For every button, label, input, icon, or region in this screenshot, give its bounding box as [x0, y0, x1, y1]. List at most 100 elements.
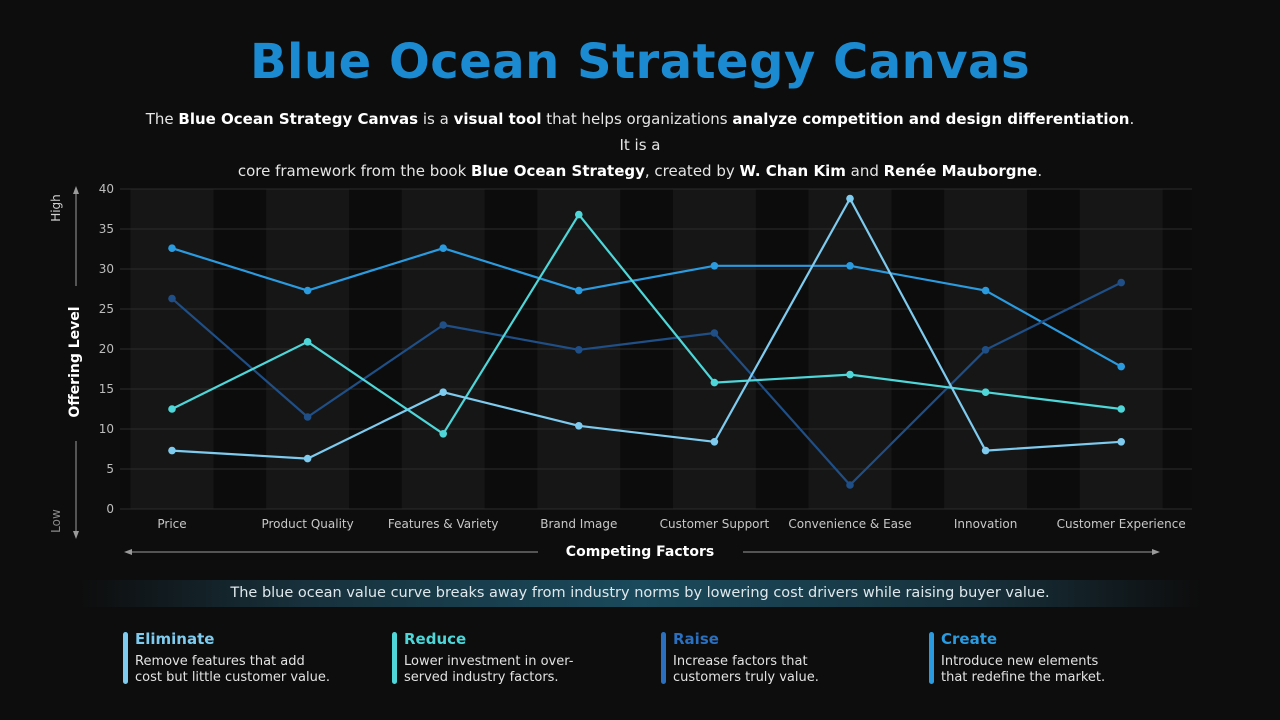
y-tick-label: 30: [99, 262, 114, 276]
intro-line-1: The Blue Ocean Strategy Canvas is a visu…: [140, 106, 1140, 158]
x-tick-label: Customer Experience: [1057, 517, 1186, 531]
y-tick-label: 10: [99, 422, 114, 436]
errc-desc: Lower investment in over-served industry…: [404, 654, 632, 686]
errc-title: Create: [941, 630, 998, 648]
y-tick-label: 25: [99, 302, 114, 316]
data-point: [1117, 438, 1125, 446]
errc-desc: Increase factors that customers truly val…: [673, 654, 901, 686]
x-tick-label: Product Quality: [261, 517, 353, 531]
intro-bold-span: Blue Ocean Strategy: [471, 162, 645, 180]
arrow-down-icon: [73, 531, 79, 539]
errc-desc-line: Remove features that add: [135, 654, 305, 669]
errc-desc-line: that redefine the market.: [941, 670, 1106, 685]
data-point: [575, 346, 583, 354]
data-point: [575, 422, 583, 430]
series-line: [168, 210, 1125, 438]
intro-text: The Blue Ocean Strategy Canvas is a visu…: [140, 106, 1140, 184]
data-point: [303, 286, 312, 295]
x-tick-label: Brand Image: [540, 517, 617, 531]
y-low-label: Low: [49, 509, 63, 533]
errc-title: Raise: [673, 630, 719, 648]
data-point: [168, 244, 176, 252]
series-line: [168, 244, 1125, 371]
x-tick-label: Price: [157, 517, 186, 531]
y-tick-label: 15: [99, 382, 114, 396]
errc-raise: Raise Increase factors that customers tru…: [661, 630, 901, 686]
data-point: [710, 329, 719, 337]
errc-create: Create Introduce new elements that redefi…: [929, 630, 1169, 686]
x-tick-label: Innovation: [954, 517, 1018, 531]
data-point: [846, 481, 854, 489]
errc-desc-line: Increase factors that: [673, 654, 808, 669]
x-axis-annotation: Competing Factors: [124, 544, 1160, 560]
data-point: [303, 338, 312, 346]
data-point: [575, 286, 583, 295]
gridlines: [120, 188, 1192, 510]
y-axis-ticks: 0 5 10 15 20 25 30 35 40: [99, 182, 114, 516]
y-high-label: High: [49, 194, 63, 222]
y-tick-label: 35: [99, 222, 114, 236]
errc-title: Eliminate: [135, 630, 215, 648]
errc-desc: Remove features that add cost but little …: [135, 654, 363, 686]
data-point: [303, 454, 312, 463]
intro-text-span: , created by: [644, 162, 740, 180]
errc-desc-line: Lower investment in over-: [404, 654, 574, 669]
series-line: [168, 278, 1125, 489]
y-tick-label: 0: [106, 502, 114, 516]
y-axis-annotation: High Low Offering Level: [49, 186, 83, 539]
insight-banner: The blue ocean value curve breaks away f…: [80, 580, 1200, 607]
data-point: [1117, 278, 1125, 287]
arrow-left-icon: [124, 549, 132, 555]
data-point: [439, 244, 448, 252]
x-axis-title: Competing Factors: [566, 544, 714, 560]
arrow-right-icon: [1152, 549, 1160, 555]
data-point: [168, 294, 176, 303]
intro-line-2: core framework from the book Blue Ocean …: [140, 158, 1140, 184]
accent-bar: [392, 632, 397, 684]
data-point: [168, 405, 176, 413]
data-point: [710, 378, 719, 387]
series-lines: [168, 194, 1125, 489]
accent-bar: [123, 632, 128, 684]
intro-text-span: .: [1037, 162, 1043, 180]
strategy-canvas-chart: 0 5 10 15 20 25 30 35 40 Price Product Quality Fea…: [49, 182, 1192, 560]
intro-bold-span: visual tool: [453, 110, 542, 128]
intro-bold-span: analyze competition and design different…: [732, 110, 1130, 128]
data-point: [981, 388, 990, 397]
arrow-up-icon: [73, 186, 79, 194]
intro-bold-span: Blue Ocean Strategy Canvas: [178, 110, 419, 128]
intro-text-span: The: [145, 110, 179, 128]
data-point: [575, 210, 583, 219]
data-point: [303, 413, 312, 421]
y-tick-label: 40: [99, 182, 114, 196]
errc-eliminate: Eliminate Remove features that add cost b…: [123, 630, 363, 686]
errc-desc-line: cost but little customer value.: [135, 670, 330, 685]
accent-bar: [929, 632, 934, 684]
errc-desc: Introduce new elements that redefine the …: [941, 654, 1169, 686]
data-point: [439, 321, 448, 329]
data-point: [168, 446, 176, 455]
intro-text-span: . It is a: [619, 110, 1135, 154]
data-point: [846, 194, 854, 203]
intro-text-span: core framework from the book: [237, 162, 472, 180]
intro-text-span: that helps organizations: [541, 110, 733, 128]
data-point: [710, 438, 719, 446]
data-point: [846, 370, 854, 379]
x-tick-label: Convenience & Ease: [788, 517, 911, 531]
y-tick-label: 5: [106, 462, 114, 476]
x-axis-labels: Price Product Quality Features & Variety Br…: [157, 517, 1185, 531]
accent-bar: [661, 632, 666, 684]
errc-reduce: Reduce Lower investment in over-served i…: [392, 630, 632, 686]
x-tick-label: Features & Variety: [388, 517, 499, 531]
data-point: [846, 262, 854, 270]
errc-desc-line: Introduce new elements: [941, 654, 1099, 669]
data-point: [439, 388, 448, 397]
errc-desc-line: served industry factors.: [404, 670, 559, 685]
x-tick-label: Customer Support: [660, 517, 770, 531]
data-point: [1117, 405, 1125, 413]
intro-bold-span: Renée Mauborgne: [883, 162, 1038, 180]
page-title: Blue Ocean Strategy Canvas: [249, 34, 1031, 90]
data-point: [710, 262, 719, 270]
y-tick-label: 20: [99, 342, 114, 356]
y-axis-title: Offering Level: [67, 306, 83, 417]
